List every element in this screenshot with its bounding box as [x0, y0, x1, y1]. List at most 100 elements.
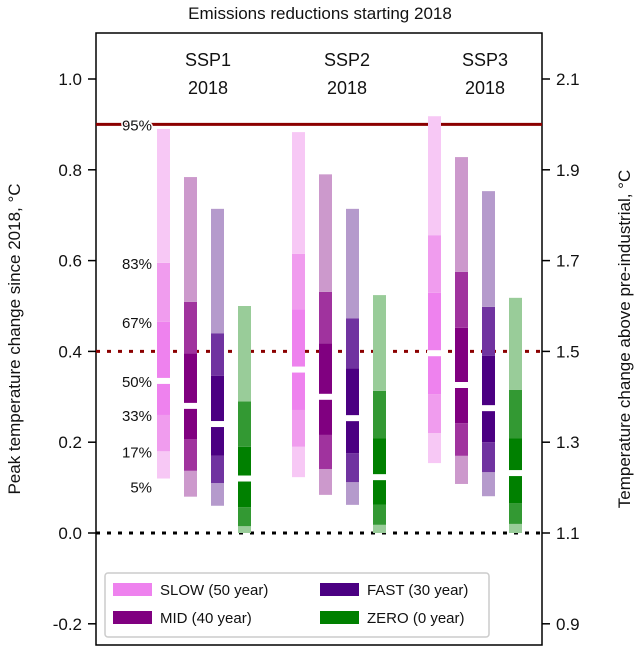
- y-tick-label: 0.2: [58, 433, 82, 452]
- bar-segment: [482, 355, 495, 409]
- bar-segment: [482, 472, 495, 497]
- y-right-tick-label: 0.9: [556, 615, 580, 634]
- bar-segment: [292, 369, 305, 410]
- bar-segment: [211, 483, 224, 506]
- median-marker: [454, 381, 469, 388]
- bar-segment: [509, 523, 522, 533]
- bar-segment: [319, 174, 332, 292]
- legend-swatch: [320, 611, 359, 624]
- bar-segment: [346, 453, 359, 483]
- plot-frame: [95, 32, 543, 646]
- bar-segment: [292, 309, 305, 370]
- bar-segment: [373, 504, 386, 525]
- median-marker: [318, 393, 333, 400]
- bar-segment: [346, 418, 359, 454]
- bar-segment: [157, 321, 170, 381]
- bar-segment: [509, 297, 522, 390]
- y-tick-label: 1.0: [58, 70, 82, 89]
- bar-segment: [184, 439, 197, 471]
- bar-segment: [184, 470, 197, 497]
- y-right-tick-label: 1.5: [556, 342, 580, 361]
- median-marker: [291, 366, 306, 373]
- y-tick-label: -0.2: [53, 615, 82, 634]
- bar-segment: [428, 353, 441, 395]
- legend-label: SLOW (50 year): [160, 582, 268, 599]
- bar-segment: [346, 208, 359, 319]
- bar-segment: [184, 301, 197, 354]
- y-tick-label: 0.8: [58, 161, 82, 180]
- y-right-tick-label: 1.1: [556, 524, 580, 543]
- bar-segment: [373, 438, 386, 478]
- y-tick-label: 0.6: [58, 252, 82, 271]
- bar-segment: [455, 455, 468, 484]
- bar-segment: [292, 132, 305, 254]
- bar-segment: [509, 438, 522, 474]
- legend-swatch: [113, 583, 152, 596]
- bar-segment: [211, 455, 224, 484]
- group-label: 2018: [188, 78, 228, 98]
- bar-segment: [211, 333, 224, 376]
- percentile-label: 67%: [122, 315, 152, 332]
- bar-segment: [184, 177, 197, 302]
- median-marker: [210, 421, 225, 428]
- bar-segment: [319, 468, 332, 495]
- bar-segment: [238, 526, 251, 533]
- median-marker: [156, 377, 171, 384]
- bar-segment: [211, 375, 224, 425]
- legend-label: FAST (30 year): [367, 582, 468, 599]
- median-marker: [372, 474, 387, 481]
- bar-segment: [455, 423, 468, 456]
- bar-segment: [238, 446, 251, 479]
- percentile-label: 33%: [122, 408, 152, 425]
- median-marker: [481, 405, 496, 412]
- plot-area: -0.2 0.0 0.2 0.4 0.6 0.8 1.0 0.9 1.1 1.3 1.5 1.7 1.9…: [53, 32, 580, 646]
- group-label: SSP1: [185, 50, 231, 70]
- legend-label: MID (40 year): [160, 610, 252, 627]
- y-right-tick-label: 2.1: [556, 70, 580, 89]
- median-marker: [345, 415, 360, 422]
- bar-segment: [373, 390, 386, 439]
- bar-segment: [482, 442, 495, 473]
- bar-segment: [482, 191, 495, 307]
- group-label: SSP2: [324, 50, 370, 70]
- bar-segment: [319, 396, 332, 435]
- group-label: 2018: [327, 78, 367, 98]
- bar-segment: [238, 478, 251, 508]
- y-axis-label: Peak temperature change since 2018, °C: [5, 183, 24, 494]
- bar-segment: [319, 291, 332, 344]
- bar-segment: [428, 433, 441, 464]
- bar-segment: [157, 451, 170, 479]
- percentile-label: 95%: [122, 117, 152, 134]
- bar-segment: [157, 380, 170, 415]
- legend-swatch: [320, 583, 359, 596]
- group-label: 2018: [465, 78, 505, 98]
- y-tick-label: 0.4: [58, 342, 82, 361]
- y-right-tick-label: 1.9: [556, 161, 580, 180]
- legend-swatch: [113, 611, 152, 624]
- bar-segment: [509, 473, 522, 504]
- bar-segment: [157, 262, 170, 322]
- bar-segment: [211, 208, 224, 334]
- bar-segment: [428, 235, 441, 293]
- percentile-label: 83%: [122, 256, 152, 273]
- bar-segment: [373, 295, 386, 391]
- bar-segment: [455, 384, 468, 424]
- bar-segment: [482, 408, 495, 443]
- bar-segment: [455, 157, 468, 272]
- bar-segment: [184, 405, 197, 440]
- bar-segment: [211, 424, 224, 456]
- legend-box: [104, 572, 490, 638]
- chart-title: Emissions reductions starting 2018: [188, 4, 452, 23]
- bar-segment: [292, 409, 305, 447]
- bar-segment: [184, 353, 197, 406]
- bar-segment: [292, 446, 305, 478]
- bar-segment: [373, 524, 386, 533]
- median-marker: [183, 402, 198, 409]
- bar-segment: [509, 389, 522, 439]
- percentile-label: 50%: [122, 374, 152, 391]
- bar-segment: [238, 306, 251, 402]
- bar-segment: [428, 292, 441, 354]
- bar-segment: [455, 327, 468, 385]
- bar-segment: [482, 306, 495, 356]
